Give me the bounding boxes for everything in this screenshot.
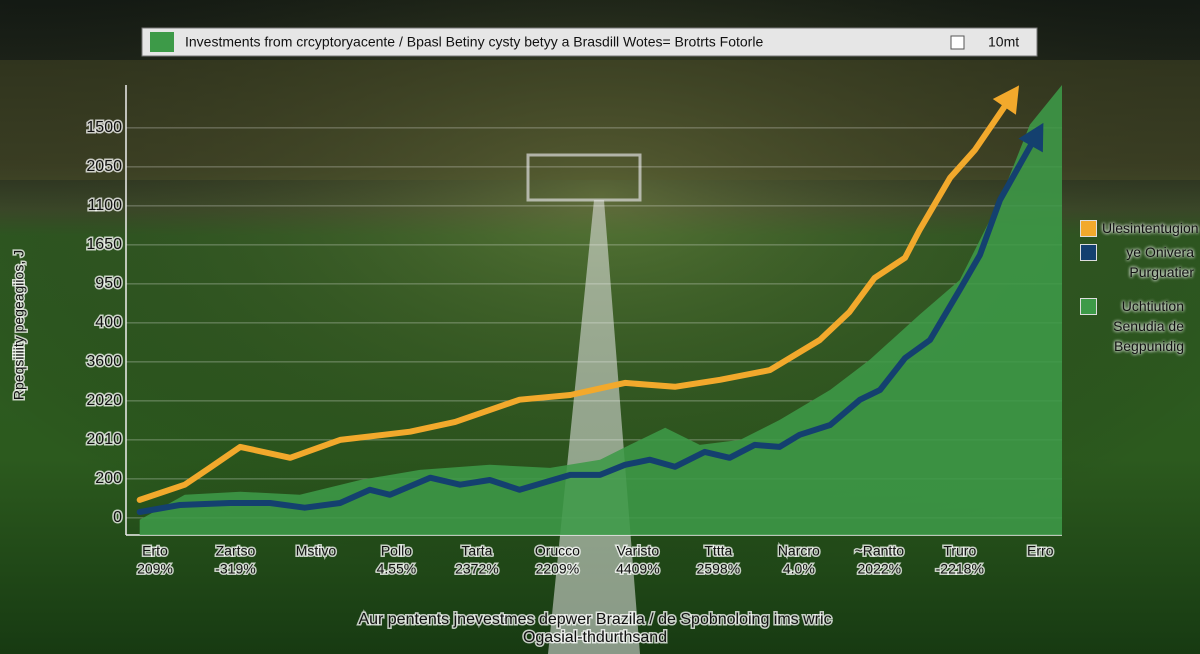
y-tick-label: 400 xyxy=(95,314,122,331)
y-tick-label: 2010 xyxy=(86,431,122,448)
y-tick-label: 2020 xyxy=(86,392,122,409)
top-legend-swatch xyxy=(950,35,965,50)
x-tick-label: Erro xyxy=(1027,543,1054,559)
y-tick-label: 950 xyxy=(95,275,122,292)
y-tick-label: 0 xyxy=(113,509,122,526)
x-tick-sublabel: 2022% xyxy=(858,561,902,577)
x-tick-label: Varisto xyxy=(617,543,660,559)
legend-label: Ulesintentugion xyxy=(1102,220,1199,236)
x-tick-label: Tttta xyxy=(704,543,732,559)
title-note: 10mt xyxy=(988,34,1019,50)
x-tick-label: Erto xyxy=(142,543,168,559)
y-tick-label: 200 xyxy=(95,470,122,487)
y-axis-label: Rpeqsiiiity pegeagiios, J xyxy=(11,250,27,400)
top-legend-swatch xyxy=(150,32,174,52)
legend-swatch xyxy=(1080,220,1097,237)
x-tick-label: Tarta xyxy=(461,543,492,559)
x-tick-label: Mstivo xyxy=(296,543,337,559)
y-tick-label: 2050 xyxy=(86,158,122,175)
legend-item: Uchtiution Senudia de Begpunidig xyxy=(1074,296,1200,356)
field-line xyxy=(548,200,640,654)
y-tick-label: 1650 xyxy=(86,236,122,253)
legend: Ulesintentugion ye Onivera Purguatier Ucht… xyxy=(1074,218,1200,360)
x-tick-sublabel: 4409% xyxy=(616,561,660,577)
y-tick-label: 1100 xyxy=(88,197,123,214)
x-tick-sublabel: 2598% xyxy=(697,561,741,577)
y-tick-label: 1500 xyxy=(86,119,122,136)
x-tick-label: ~Rantto xyxy=(855,543,905,559)
legend-swatch xyxy=(1080,298,1097,315)
goal xyxy=(526,153,642,202)
line xyxy=(136,126,1043,515)
x-axis-sublabel: Ogasial-thdurthsand xyxy=(523,629,667,646)
chart-title: Investments from crcyptoryacente / Bpasl… xyxy=(185,34,763,50)
x-tick-label: Narcro xyxy=(778,543,820,559)
arrowhead xyxy=(1018,122,1044,153)
legend-item: ye Onivera Purguatier xyxy=(1074,242,1200,282)
x-tick-label: Orucco xyxy=(535,543,580,559)
stands xyxy=(0,60,1200,180)
x-tick-sublabel: 2372% xyxy=(455,561,499,577)
x-axis-label: Aur pentents jnevestmes depwer Brazila /… xyxy=(358,611,831,628)
top-legend xyxy=(141,27,1038,57)
legend-label: ye Onivera Purguatier xyxy=(1126,244,1194,280)
legend-label: Uchtiution Senudia de Begpunidig xyxy=(1113,298,1184,354)
arrowhead xyxy=(992,85,1020,115)
y-tick-label: 3600 xyxy=(86,353,122,370)
x-tick-label: Zartso xyxy=(216,543,256,559)
line xyxy=(136,89,1018,503)
x-tick-sublabel: -319% xyxy=(215,561,255,577)
x-tick-label: Pollo xyxy=(381,543,412,559)
legend-item: Ulesintentugion xyxy=(1074,218,1200,238)
legend-swatch xyxy=(1080,244,1097,261)
x-tick-sublabel: 4.0% xyxy=(783,561,815,577)
x-tick-label: Truro xyxy=(943,543,976,559)
x-tick-sublabel: 2209% xyxy=(536,561,580,577)
x-tick-sublabel: -2218% xyxy=(936,561,984,577)
x-tick-sublabel: 209% xyxy=(137,561,173,577)
x-tick-sublabel: 4.55% xyxy=(377,561,417,577)
